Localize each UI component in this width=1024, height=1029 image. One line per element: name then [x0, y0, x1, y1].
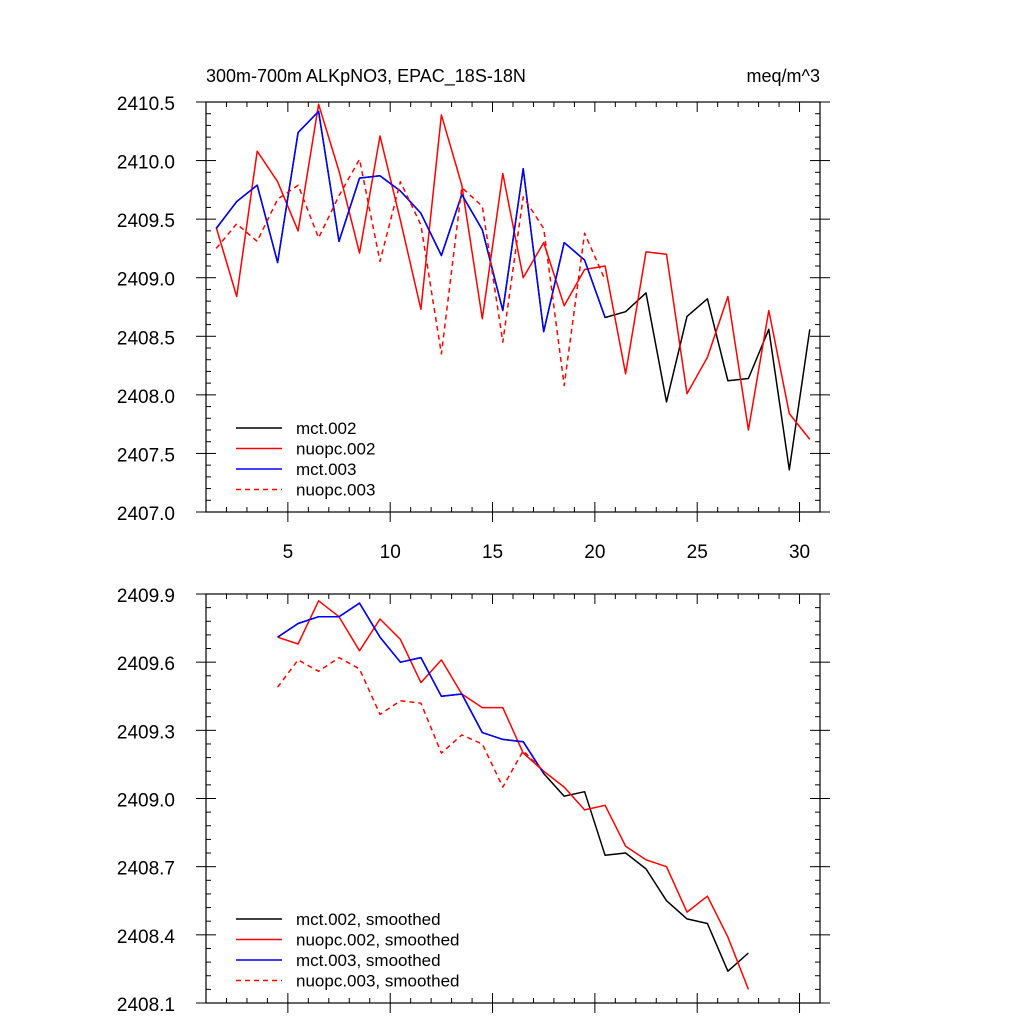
legend-label: nuopc.003 — [296, 481, 375, 500]
series-line-mct-003-smoothed — [277, 602, 545, 774]
y-tick-label: 2409.0 — [117, 791, 175, 812]
legend-label: mct.002 — [296, 419, 356, 438]
panel-2: 2408.1 2408.4 2408.7 2409.0 2409.3 2409.6 2409… — [117, 586, 830, 1016]
x-tick-label: 30 — [789, 542, 810, 563]
x-tick-label: 10 — [380, 542, 401, 563]
y-tick-label: 2408.4 — [117, 927, 176, 948]
series-line-nuopc-003 — [215, 158, 606, 387]
y-tick-label: 2408.5 — [117, 328, 175, 349]
x-tick-label: 20 — [584, 542, 605, 563]
legend-label: mct.003, smoothed — [296, 951, 441, 970]
y-tick-label: 2408.7 — [117, 859, 175, 880]
legend-label: mct.002, smoothed — [296, 910, 441, 929]
y-tick-label: 2408.0 — [117, 387, 175, 408]
x-tick-label: 5 — [283, 542, 294, 563]
y-tick-label: 2409.5 — [117, 211, 175, 232]
chart-title: 300m-700m ALKpNO3, EPAC_18S-18N — [206, 66, 526, 87]
panel-1: 5 10 15 20 25 30 2407.0 2407.5 2408.0 2408.5 2409.… — [117, 66, 830, 563]
legend-label: nuopc.003, smoothed — [296, 972, 460, 991]
y-tick-label: 2409.0 — [117, 270, 175, 291]
series-line-nuopc-003-smoothed — [277, 656, 545, 788]
y-tick-label: 2409.9 — [117, 586, 175, 607]
chart-units: meq/m^3 — [747, 66, 820, 86]
x-tick-label: 25 — [687, 542, 708, 563]
legend-label: nuopc.002 — [296, 440, 375, 459]
legend-label: mct.003 — [296, 460, 356, 479]
y-tick-label: 2410.0 — [117, 153, 175, 174]
y-tick-label: 2409.6 — [117, 654, 175, 675]
legend-label: nuopc.002, smoothed — [296, 931, 460, 950]
x-tick-label: 15 — [482, 542, 503, 563]
y-tick-label: 2407.0 — [117, 504, 175, 525]
y-tick-label: 2409.3 — [117, 722, 175, 743]
y-tick-label: 2410.5 — [117, 94, 175, 115]
y-tick-label: 2407.5 — [117, 445, 175, 466]
series-line-nuopc-002-smoothed — [277, 600, 750, 990]
series-line-nuopc-002 — [215, 103, 811, 440]
y-tick-label: 2408.1 — [117, 995, 175, 1016]
series-line-mct-002 — [215, 110, 811, 471]
series-line-mct-003 — [215, 110, 606, 333]
